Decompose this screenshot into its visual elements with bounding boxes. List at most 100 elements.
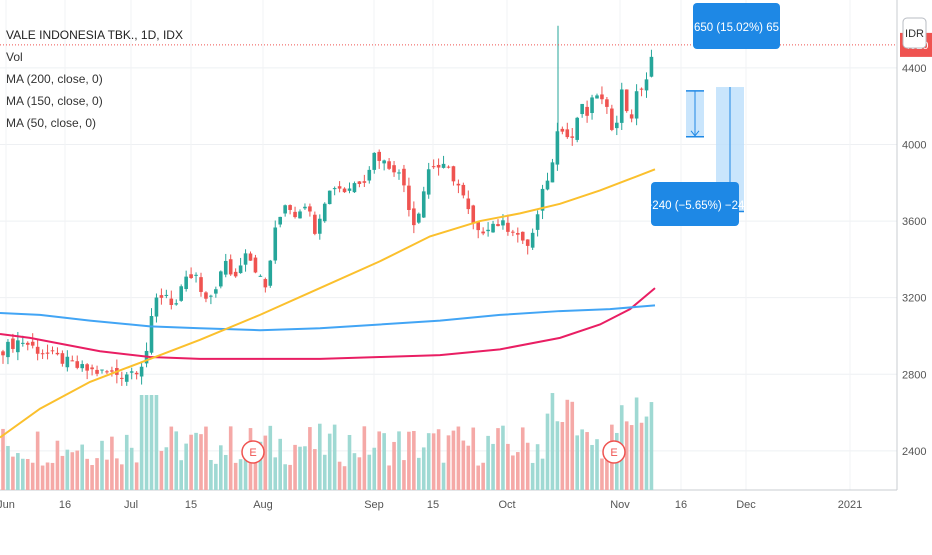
candle-body [540, 188, 545, 211]
candle-body [85, 364, 89, 371]
volume-bar [204, 426, 208, 490]
volume-bar [308, 427, 312, 490]
volume-bar [397, 431, 401, 490]
volume-bar [634, 397, 639, 490]
candle-body [506, 222, 510, 232]
volume-bar [268, 425, 273, 490]
volume-bar [506, 443, 510, 490]
candle-body [283, 205, 287, 214]
volume-bar [184, 443, 188, 490]
legend-item-ma200[interactable]: MA (200, close, 0) [6, 72, 103, 86]
candle-body [268, 260, 273, 286]
candle-body [65, 356, 70, 368]
candle-body [55, 352, 60, 355]
volume-bar [600, 458, 604, 490]
volume-bar [149, 395, 154, 490]
volume-bar [263, 435, 268, 490]
candle-body [100, 369, 104, 371]
volume-bar [55, 440, 60, 490]
volume-bar [100, 440, 104, 490]
volume-bar [50, 462, 55, 490]
candle-body [80, 364, 84, 369]
volume-bar [21, 458, 25, 490]
earnings-marker [602, 440, 626, 464]
candle-body [511, 231, 515, 233]
candle-body [402, 168, 406, 186]
candle-body [600, 94, 604, 100]
candle-body [639, 88, 644, 90]
candle-body [75, 361, 80, 368]
volume-bar [313, 449, 317, 490]
volume-bar [421, 447, 426, 490]
volume-bar [1, 428, 5, 490]
candle-body [372, 152, 377, 170]
candle-body [134, 372, 139, 375]
volume-bar [189, 434, 193, 490]
candle-body [516, 233, 520, 235]
candle-body [619, 89, 624, 123]
candle-body [60, 353, 65, 364]
x-tick-label: 16 [675, 499, 687, 511]
volume-bar [209, 459, 213, 490]
volume-bar [540, 458, 545, 490]
candle-body [30, 341, 35, 346]
volume-bar [476, 465, 480, 490]
volume-bar [471, 427, 476, 490]
volume-bar [560, 422, 565, 490]
volume-bar [293, 444, 297, 490]
candle-body [491, 223, 495, 233]
candle-body [481, 231, 485, 234]
candle-body [179, 286, 183, 301]
legend-item-ma50[interactable]: MA (50, close, 0) [6, 116, 97, 130]
volume-bar [144, 395, 149, 490]
volume-bar [105, 459, 109, 490]
candle-body [624, 89, 629, 112]
chart-legend: VALE INDONESIA TBK., 1D, IDX Vol MA (200… [6, 24, 183, 134]
candle-body [105, 371, 109, 373]
candle-body [169, 298, 174, 306]
volume-bar [451, 430, 456, 490]
measure-callout-up [693, 3, 780, 49]
candle-body [219, 271, 223, 287]
candle-body [496, 224, 500, 227]
volume-bar [134, 462, 139, 490]
candle-body [184, 276, 188, 289]
volume-bar [402, 460, 406, 490]
candle-body [199, 277, 203, 292]
volume-bar [110, 436, 114, 490]
measure-callout-up-text: 650 (15.02%) 65 [694, 22, 779, 34]
candle-body [40, 353, 45, 355]
volume-bar [11, 456, 15, 490]
volume-bar [382, 433, 386, 490]
volume-bar [16, 453, 20, 490]
volume-bar [545, 413, 550, 490]
legend-item-vol[interactable]: Vol [6, 50, 23, 64]
volume-bar [322, 454, 327, 490]
candle-body [421, 191, 426, 218]
currency-badge [902, 17, 927, 49]
volume-bar [253, 451, 258, 490]
candle-body [417, 213, 421, 223]
candle-body [95, 369, 99, 374]
candle-body [21, 342, 25, 344]
volume-bar [233, 462, 238, 490]
volume-bar [525, 442, 530, 490]
legend-item-ma150[interactable]: MA (150, close, 0) [6, 94, 103, 108]
candle-body [293, 211, 297, 218]
candle-body [228, 259, 233, 275]
volume-bar [352, 453, 357, 490]
y-tick-label: 2400 [902, 446, 926, 458]
candle-body [233, 271, 238, 277]
candle-body [436, 164, 441, 168]
volume-bar [283, 464, 287, 490]
candle-body [377, 151, 381, 161]
volume-bar [124, 434, 129, 490]
x-tick-label: 15 [427, 499, 439, 511]
candle-body [555, 131, 560, 165]
volume-bar [85, 458, 89, 490]
volume-bar [496, 428, 500, 490]
measure-arrowhead-down [690, 130, 700, 137]
volume-bar [219, 445, 223, 490]
